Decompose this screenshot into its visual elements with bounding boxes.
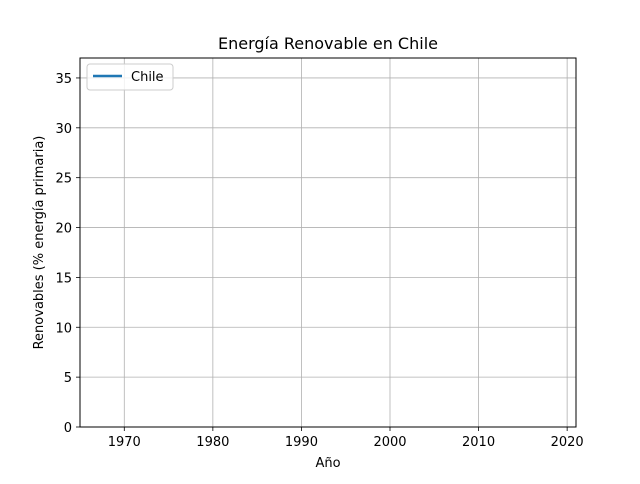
y-tick-label: 35: [55, 72, 72, 87]
y-tick-label: 20: [55, 222, 72, 237]
x-tick-label: 1970: [108, 435, 141, 450]
x-tick-label: 1990: [285, 435, 318, 450]
legend-label-chile: Chile: [131, 70, 164, 85]
y-tick-label: 5: [64, 371, 72, 386]
x-tick-label: 1980: [196, 435, 229, 450]
legend: Chile: [86, 63, 174, 91]
grid-lines: [80, 58, 576, 428]
plot-area-frame: [79, 57, 577, 428]
y-tick-label: 0: [64, 421, 72, 436]
x-tick-label: 2010: [462, 435, 495, 450]
chart-title: Energía Renovable en Chile: [218, 34, 438, 53]
y-tick-label: 15: [55, 271, 72, 286]
axis-ticks: 1970 1980 1990 2000 2010 2020 0 5 10 15 20 25 30 35: [55, 72, 583, 450]
y-axis-label: Renovables (% energía primaria): [32, 136, 47, 350]
x-tick-label: 2000: [373, 435, 406, 450]
x-axis-label: Año: [315, 456, 340, 471]
y-tick-label: 25: [55, 172, 72, 187]
y-tick-label: 10: [55, 321, 72, 336]
legend-box: [86, 63, 174, 91]
y-tick-label: 30: [55, 122, 72, 137]
x-tick-label: 2020: [551, 435, 584, 450]
